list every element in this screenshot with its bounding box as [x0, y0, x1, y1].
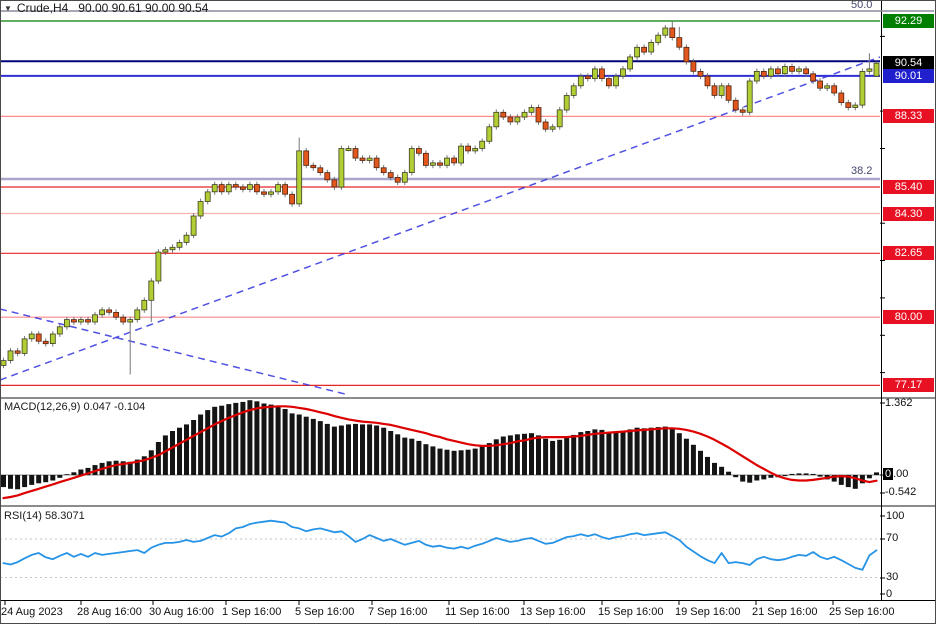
price-level-badge: 90.01 — [883, 69, 934, 83]
symbol-period-label: Crude,H4 — [16, 1, 69, 15]
current-bid-badge: 90.54 — [883, 56, 934, 70]
rsi-axis-label-70: 70 — [886, 532, 899, 544]
date-label: 1 Sep 16:00 — [222, 606, 282, 618]
time-axis[interactable]: 24 Aug 2023 28 Aug 16:00 30 Aug 16:00 1 … — [0, 601, 936, 624]
fib-level-38-label: 38.2 — [851, 165, 873, 177]
macd-axis-low-label: -0.542 — [885, 486, 917, 498]
rsi-axis-label-0: 0 — [886, 588, 893, 600]
macd-axis-current-label: 0.00 — [883, 468, 909, 480]
date-label: 24 Aug 2023 — [1, 606, 63, 618]
price-level-badge: 77.17 — [883, 378, 934, 392]
date-label: 5 Sep 16:00 — [295, 606, 355, 618]
rsi-axis-label-30: 30 — [886, 571, 899, 583]
price-level-badge: 82.65 — [883, 246, 934, 260]
symbol-dropdown-icon[interactable]: ▼ — [4, 4, 12, 13]
ohlc-values-label: 90.00 90.61 90.00 90.54 — [78, 1, 209, 15]
date-label: 30 Aug 16:00 — [149, 606, 214, 618]
price-level-badge: 84.30 — [883, 207, 934, 221]
price-level-badge: 85.40 — [883, 180, 934, 194]
date-label: 13 Sep 16:00 — [520, 606, 586, 618]
macd-indicator-label: MACD(12,26,9) 0.047 -0.104 — [4, 401, 146, 413]
price-level-badge: 88.33 — [883, 109, 934, 123]
chart-title-bar: ▼ Crude,H4 90.00 90.61 90.00 90.54 — [4, 1, 208, 15]
macd-current-value-badge: 0 — [883, 468, 894, 480]
date-label: 28 Aug 16:00 — [77, 606, 142, 618]
date-label: 11 Sep 16:00 — [445, 606, 510, 618]
rsi-indicator-label: RSI(14) 58.3071 — [4, 510, 85, 522]
date-label: 25 Sep 16:00 — [829, 606, 895, 618]
date-label: 15 Sep 16:00 — [598, 606, 664, 618]
date-label: 19 Sep 16:00 — [675, 606, 741, 618]
date-label: 21 Sep 16:00 — [752, 606, 818, 618]
macd-axis-high-label: 1.362 — [885, 397, 913, 409]
date-label: 7 Sep 16:00 — [368, 606, 428, 618]
price-level-badge: 80.00 — [883, 310, 934, 324]
price-level-badge: 92.29 — [883, 14, 934, 28]
rsi-axis-label-100: 100 — [886, 510, 905, 522]
fib-level-50-label: 50.0 — [851, 0, 873, 11]
